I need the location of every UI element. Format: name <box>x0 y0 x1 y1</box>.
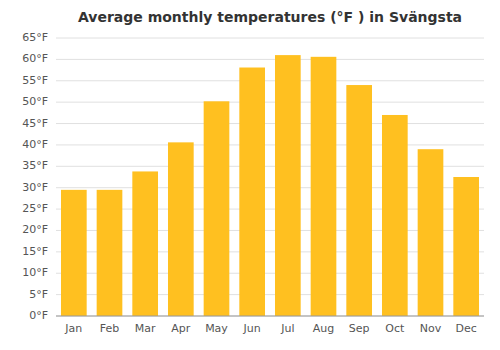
y-tick-label: 5°F <box>29 288 48 301</box>
bar <box>418 149 444 316</box>
grid-line <box>56 123 484 124</box>
y-tick-label: 65°F <box>22 31 48 44</box>
x-tick-label: Mar <box>135 322 156 335</box>
y-tick-label: 0°F <box>29 309 48 322</box>
chart: 0°F 5°F 10°F 15°F 20°F 25°F 30°F 35°F 40°F 45°F 50… <box>0 0 500 350</box>
x-axis-line <box>56 316 484 317</box>
x-tick-label: Feb <box>100 322 119 335</box>
grid-line <box>56 38 484 39</box>
x-tick-label: Apr <box>171 322 191 335</box>
y-tick-label: 40°F <box>22 138 48 151</box>
bar <box>132 171 158 316</box>
grid-line <box>56 144 484 145</box>
x-tick-label: Aug <box>313 322 334 335</box>
x-tick-label: Oct <box>385 322 405 335</box>
x-tick-label: Sep <box>349 322 370 335</box>
x-tick-label: Jun <box>243 322 261 335</box>
bar <box>382 115 408 316</box>
title: Average monthly temperatures (°F ) in Sv… <box>78 9 462 25</box>
y-tick-label: 30°F <box>22 181 48 194</box>
x-axis: Jan Feb Mar Apr May Jun Jul Aug Sep Oct Nov Dec <box>64 322 476 335</box>
grid-line <box>56 80 484 81</box>
grid <box>56 38 484 316</box>
y-tick-label: 10°F <box>22 266 48 279</box>
grid-line <box>56 102 484 103</box>
y-tick-label: 20°F <box>22 223 48 236</box>
y-tick-label: 35°F <box>22 159 48 172</box>
y-tick-label: 55°F <box>22 74 48 87</box>
bar <box>275 55 301 316</box>
bar <box>168 142 194 316</box>
y-axis: 0°F 5°F 10°F 15°F 20°F 25°F 30°F 35°F 40°F 45°F 50… <box>22 31 48 322</box>
x-tick-label: Dec <box>456 322 477 335</box>
bar <box>453 177 479 316</box>
chart-container: 0°F 5°F 10°F 15°F 20°F 25°F 30°F 35°F 40°F 45°F 50… <box>0 0 500 350</box>
y-tick-label: 60°F <box>22 52 48 65</box>
bar <box>239 68 265 316</box>
bar <box>346 85 372 316</box>
y-tick-label: 15°F <box>22 245 48 258</box>
x-tick-label: Jul <box>280 322 294 335</box>
grid-line <box>56 316 484 317</box>
y-tick-label: 45°F <box>22 117 48 130</box>
bar <box>97 190 123 316</box>
grid-line <box>56 59 484 60</box>
y-tick-label: 50°F <box>22 95 48 108</box>
x-tick-label: Nov <box>420 322 442 335</box>
x-tick-label: Jan <box>64 322 82 335</box>
x-tick-label: May <box>205 322 228 335</box>
bar <box>204 101 230 316</box>
bar <box>61 190 87 316</box>
y-tick-label: 25°F <box>22 202 48 215</box>
bars <box>61 55 479 316</box>
bar <box>311 57 337 316</box>
